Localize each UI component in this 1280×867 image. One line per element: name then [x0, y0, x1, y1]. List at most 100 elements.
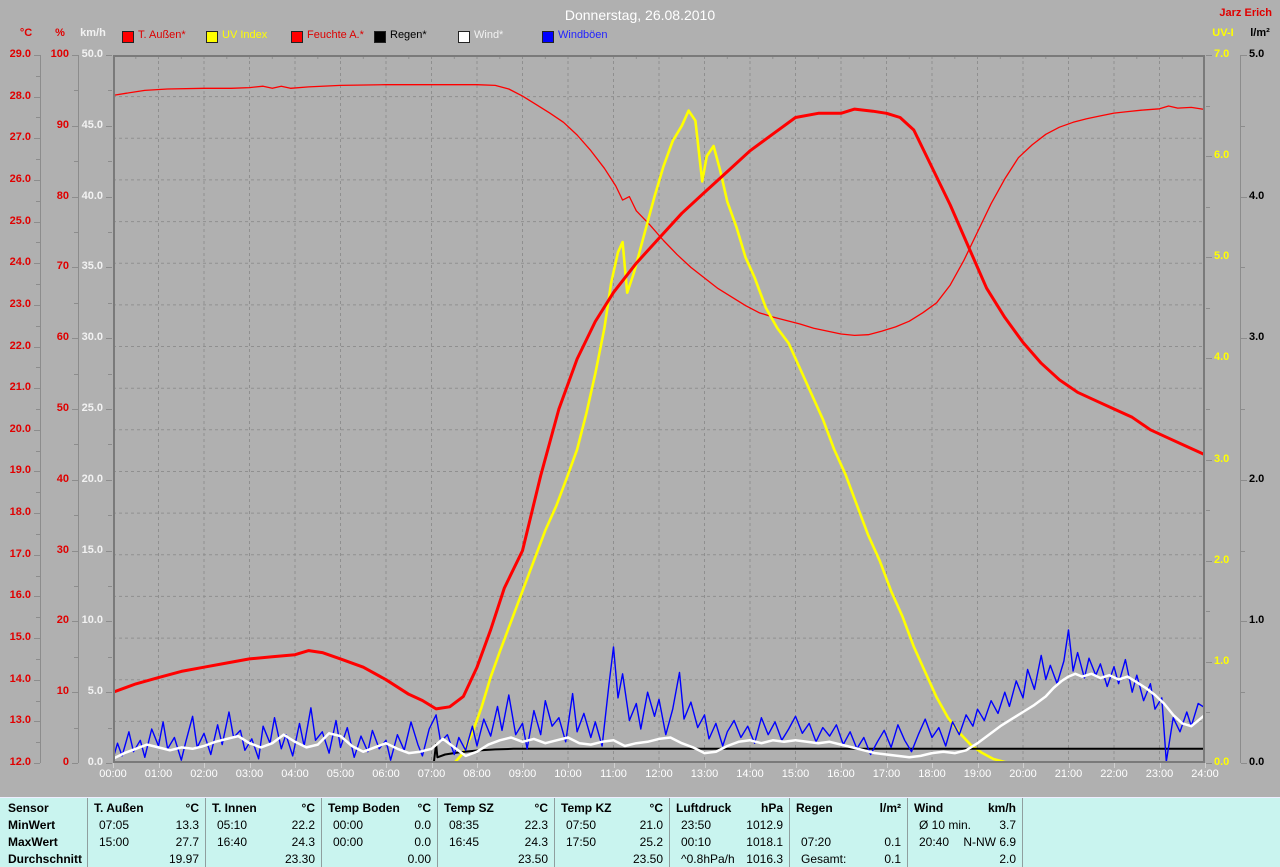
table-row	[790, 817, 907, 834]
legend-label: Feuchte A.*	[307, 29, 364, 41]
axis-tick-label: 21.0	[9, 381, 31, 394]
table-cell: 13.3	[175, 818, 199, 832]
axis-tick-label: 100	[50, 48, 69, 60]
axis-tick	[1206, 763, 1212, 764]
axis-tick	[106, 479, 112, 481]
table-column-2: T. Innen °C 05:10 22.2 16:40 24.3 23.30	[206, 798, 322, 867]
plot-frame	[113, 55, 1205, 763]
axis-tick	[72, 479, 78, 481]
axis-tick	[106, 550, 112, 552]
table-header-unit: °C	[534, 801, 548, 815]
time-tick	[386, 763, 387, 768]
axis-tick	[34, 304, 40, 306]
axis-minor-tick	[108, 161, 112, 163]
table-filler	[1023, 798, 1280, 867]
table-cell: 05:10	[217, 818, 248, 832]
table-cell: 00:10	[681, 835, 712, 849]
table-cell: 22.2	[291, 818, 315, 832]
table-cell: 2.0	[999, 852, 1016, 866]
table-cell	[438, 851, 449, 867]
table-cell: 1012.9	[746, 818, 783, 832]
time-tick-label: 01:00	[144, 768, 173, 780]
table-row-labels: Sensor MinWert MaxWert Durchschnitt	[0, 798, 88, 867]
axis-tick	[106, 621, 112, 623]
axis-tick-label: 19.0	[9, 464, 31, 477]
table-header-name: Temp KZ	[561, 801, 612, 815]
author-label: Jarz Erich	[1219, 7, 1272, 19]
unit-label-kmh: km/h	[80, 27, 106, 39]
table-cell: N-NW 6.9	[963, 835, 1016, 849]
axis-tick-label: 20.0	[9, 422, 31, 435]
axis-minor-tick	[1241, 692, 1245, 694]
axis-tick-label: 28.0	[9, 89, 31, 102]
table-row-label: Sensor	[8, 801, 49, 815]
axis-tick	[1241, 55, 1247, 56]
time-tick	[204, 763, 205, 768]
axis-tick-label: 22.0	[9, 339, 31, 352]
axis-minor-tick	[1241, 267, 1245, 269]
axis-minor-tick	[108, 232, 112, 233]
axis-tick-label: 6.0	[1214, 149, 1230, 162]
time-tick-label: 04:00	[281, 768, 309, 780]
table-row: 07:05 13.3	[88, 817, 205, 834]
axis-tick-label: 25.0	[81, 402, 103, 414]
table-row: 00:10 1018.1	[670, 834, 789, 851]
table-cell: 16:40	[217, 835, 248, 849]
table-row: 19.97	[88, 851, 205, 867]
legend-swatch-icon	[206, 31, 218, 43]
axis-minor-tick	[108, 302, 112, 304]
axis-tick	[34, 554, 40, 556]
axis-minor-tick	[36, 700, 40, 702]
axis-minor-tick	[1206, 712, 1210, 714]
axis-tick	[34, 763, 40, 764]
table-cell: 0.0	[414, 818, 431, 832]
legend-swatch-icon	[291, 31, 303, 43]
axis-tick-label: 4.0	[1214, 351, 1230, 364]
time-tick	[158, 763, 160, 768]
table-row: 15:00 27.7	[88, 834, 205, 851]
table-column-3: Temp Boden °C 00:00 0.0 00:00 0.0 0.00	[322, 798, 438, 867]
axis-minor-tick	[74, 727, 78, 729]
axis-tick-label: 20	[56, 614, 69, 627]
axis-minor-tick	[108, 90, 112, 92]
time-tick	[795, 763, 797, 768]
table-cell: 20:40	[919, 835, 950, 849]
axis-tick	[34, 721, 40, 723]
time-tick-label: 23:00	[1145, 768, 1174, 780]
axis-tick-label: 40.0	[81, 189, 103, 202]
table-cell: 15:00	[99, 835, 130, 849]
legend-label: T. Außen*	[138, 29, 186, 41]
legend-label: UV Index	[222, 29, 268, 41]
table-row: 16:40 24.3	[206, 834, 321, 851]
time-tick	[932, 763, 933, 768]
axis-minor-tick	[36, 409, 40, 410]
axis-minor-tick	[36, 658, 40, 660]
table-cell: 24.3	[524, 835, 548, 849]
time-tick	[1114, 763, 1115, 768]
time-tick-label: 06:00	[372, 768, 400, 780]
table-row: 23.50	[438, 851, 554, 867]
axis-tick-label: 35.0	[81, 260, 103, 273]
axis-minor-tick	[36, 117, 40, 119]
axis-tick-label: 24.0	[9, 256, 31, 269]
table-cell: 0.0	[414, 835, 431, 849]
axis-minor-tick	[74, 232, 78, 233]
legend-label: Wind*	[474, 29, 504, 41]
table-column-7: Regen l/m² 07:20 0.1 Gesamt: 0.1	[790, 798, 908, 867]
axis-tick	[106, 692, 112, 694]
axis-tick	[34, 388, 40, 390]
time-tick	[1205, 763, 1206, 768]
axis-tick	[106, 267, 112, 269]
table-column-1: T. Außen °C 07:05 13.3 15:00 27.7 19.97	[88, 798, 206, 867]
legend-label: Regen*	[390, 29, 427, 41]
table-row: 23.30	[206, 851, 321, 867]
axis-minor-tick	[108, 586, 112, 587]
table-cell: 0.1	[884, 852, 901, 866]
axis-tick	[1241, 621, 1247, 623]
legend-swatch-icon	[542, 31, 554, 43]
uv-axis: 7.0 6.0 5.0 4.0 3.0 2.0 1.0 0.0	[1206, 48, 1239, 768]
table-column-header: Wind km/h	[908, 800, 1022, 817]
table-cell: 23.50	[517, 852, 548, 866]
axis-tick	[72, 125, 78, 127]
